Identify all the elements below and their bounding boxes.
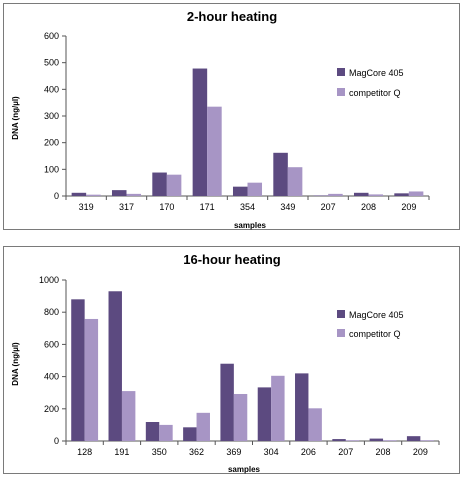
y-tick-label: 200 bbox=[44, 404, 59, 414]
chart-title: 2-hour heating bbox=[187, 9, 277, 24]
bar-competitor bbox=[271, 375, 285, 441]
plot-area: 0 200 400 600 800 1000 128 191 350 362 369 304 206 20… bbox=[39, 275, 440, 457]
bar-competitor bbox=[159, 424, 173, 441]
bar-magcore bbox=[295, 373, 309, 441]
y-tick-label: 200 bbox=[44, 138, 59, 148]
x-tick-label: 319 bbox=[79, 202, 94, 212]
bar-competitor bbox=[166, 174, 182, 196]
y-tick-label: 0 bbox=[54, 191, 59, 201]
bar-magcore bbox=[152, 172, 167, 196]
legend-label-competitor: competitor Q bbox=[349, 88, 401, 98]
bar-magcore bbox=[183, 427, 197, 441]
x-tick-label: 191 bbox=[114, 447, 129, 457]
x-tick-label: 208 bbox=[361, 202, 376, 212]
bar-competitor bbox=[86, 194, 101, 196]
bar-magcore bbox=[71, 299, 85, 441]
bar-magcore bbox=[192, 68, 208, 196]
chart-2-hour-svg: 2-hour heating DNA (ng/µl) samples 0 100 2… bbox=[11, 9, 430, 230]
legend: MagCore 405 competitor Q bbox=[337, 68, 404, 98]
bar-competitor bbox=[420, 440, 434, 441]
legend-swatch-magcore bbox=[337, 68, 345, 76]
bar-competitor bbox=[233, 393, 248, 441]
x-tick-label: 206 bbox=[301, 447, 316, 457]
bar-magcore bbox=[220, 363, 234, 441]
bar-magcore bbox=[332, 439, 346, 441]
bar-magcore bbox=[273, 152, 288, 196]
chart-16-hour-svg: 16-hour heating DNA (ng/µl) samples 0 200… bbox=[11, 252, 440, 474]
bar-competitor bbox=[328, 193, 343, 196]
y-tick-label: 800 bbox=[44, 307, 59, 317]
x-tick-label: 209 bbox=[413, 447, 428, 457]
bar-competitor bbox=[207, 106, 222, 196]
x-tick-label: 207 bbox=[321, 202, 336, 212]
y-tick-label: 100 bbox=[44, 164, 59, 174]
x-tick-label: 209 bbox=[401, 202, 416, 212]
bar-magcore bbox=[313, 195, 329, 196]
bar-magcore bbox=[232, 186, 248, 196]
x-axis-label: samples bbox=[228, 465, 261, 474]
y-tick-label: 0 bbox=[54, 436, 59, 446]
chart-title: 16-hour heating bbox=[183, 252, 281, 267]
y-axis-label: DNA (ng/µl) bbox=[11, 96, 20, 140]
legend-label-magcore: MagCore 405 bbox=[349, 310, 404, 320]
bar-competitor bbox=[121, 391, 136, 441]
bar-competitor bbox=[368, 194, 384, 196]
x-tick-label: 171 bbox=[200, 202, 215, 212]
legend-swatch-magcore bbox=[337, 310, 345, 318]
legend: MagCore 405 competitor Q bbox=[337, 310, 404, 339]
x-tick-label: 349 bbox=[280, 202, 295, 212]
x-tick-label: 369 bbox=[226, 447, 241, 457]
bar-magcore bbox=[108, 291, 122, 441]
bar-magcore bbox=[71, 192, 87, 196]
bar-competitor bbox=[126, 193, 142, 196]
x-tick-label: 304 bbox=[264, 447, 279, 457]
x-tick-label: 170 bbox=[159, 202, 174, 212]
legend-swatch-competitor bbox=[337, 329, 345, 337]
bar-magcore bbox=[353, 192, 369, 196]
x-tick-label: 350 bbox=[152, 447, 167, 457]
y-tick-label: 500 bbox=[44, 58, 59, 68]
bar-magcore bbox=[369, 438, 384, 441]
bar-magcore bbox=[111, 190, 127, 196]
legend-label-competitor: competitor Q bbox=[349, 329, 401, 339]
y-tick-label: 300 bbox=[44, 111, 59, 121]
plot-area: 0 100 200 300 400 500 600 319 317 170 171 354 349 207… bbox=[44, 31, 430, 212]
x-tick-label: 317 bbox=[119, 202, 134, 212]
y-tick-label: 400 bbox=[44, 84, 59, 94]
chart-panel-2-hour: 2-hour heating DNA (ng/µl) samples 0 100 2… bbox=[3, 3, 460, 230]
bar-magcore bbox=[257, 387, 272, 441]
bar-magcore bbox=[145, 422, 160, 441]
x-tick-label: 128 bbox=[77, 447, 92, 457]
bar-competitor bbox=[84, 318, 99, 441]
bar-competitor bbox=[196, 412, 210, 441]
legend-swatch-competitor bbox=[337, 88, 345, 96]
bar-competitor bbox=[247, 182, 263, 196]
y-tick-label: 1000 bbox=[39, 275, 59, 285]
x-tick-label: 208 bbox=[376, 447, 391, 457]
legend-label-magcore: MagCore 405 bbox=[349, 68, 404, 78]
x-tick-label: 207 bbox=[338, 447, 353, 457]
x-tick-label: 354 bbox=[240, 202, 255, 212]
bar-magcore bbox=[394, 193, 409, 196]
bar-competitor bbox=[383, 440, 397, 441]
y-tick-label: 600 bbox=[44, 339, 59, 349]
bar-competitor bbox=[408, 191, 424, 196]
y-axis-label: DNA (ng/µl) bbox=[11, 342, 20, 386]
chart-panel-16-hour: 16-hour heating DNA (ng/µl) samples 0 200… bbox=[3, 246, 460, 474]
y-tick-label: 600 bbox=[44, 31, 59, 41]
bar-competitor bbox=[287, 167, 303, 196]
bar-competitor bbox=[345, 440, 360, 441]
x-tick-label: 362 bbox=[189, 447, 204, 457]
y-tick-label: 400 bbox=[44, 372, 59, 382]
bar-competitor bbox=[308, 408, 322, 441]
bar-magcore bbox=[406, 436, 421, 441]
x-axis-label: samples bbox=[234, 221, 267, 230]
